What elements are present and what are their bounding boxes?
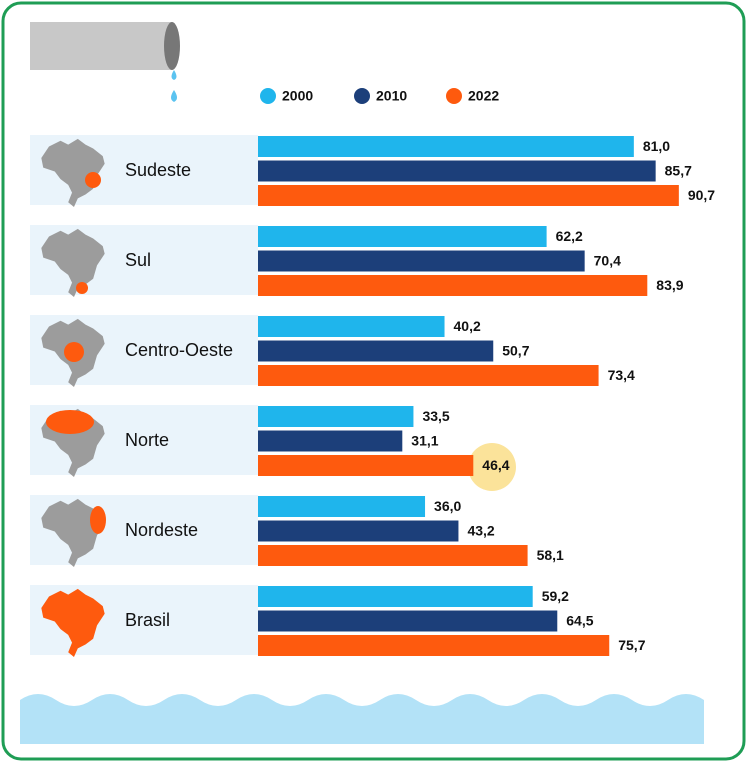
bar: [258, 365, 599, 386]
value-label: 90,7: [688, 187, 715, 203]
bar: [258, 520, 459, 542]
value-label: 58,1: [537, 547, 564, 563]
region-maps: [41, 138, 106, 657]
legend-label: 2022: [468, 88, 499, 104]
category-label: Sul: [125, 250, 151, 270]
legend-swatch: [354, 88, 370, 104]
water: [20, 694, 704, 744]
bar: [258, 275, 648, 296]
bar: [258, 250, 585, 272]
bar: [258, 316, 445, 337]
legend-swatch: [260, 88, 276, 104]
category-label: Norte: [125, 430, 169, 450]
bar: [258, 586, 533, 607]
value-label: 85,7: [665, 163, 692, 179]
value-label: 83,9: [656, 277, 683, 293]
bar: [258, 406, 414, 427]
value-label: 36,0: [434, 498, 461, 514]
legend-label: 2000: [282, 88, 313, 104]
value-label: 31,1: [411, 433, 438, 449]
bar: [258, 430, 403, 452]
bar: [258, 545, 528, 566]
value-label: 33,5: [422, 408, 449, 424]
highlight-circle: [468, 443, 516, 491]
bar: [258, 340, 494, 362]
bar: [258, 496, 426, 517]
bar: [258, 635, 610, 656]
value-label: 50,7: [502, 343, 529, 359]
value-label: 46,4: [482, 457, 509, 473]
value-label: 81,0: [643, 138, 670, 154]
legend-swatch: [446, 88, 462, 104]
pipe: [30, 22, 180, 102]
value-label: 75,7: [618, 637, 645, 653]
bar: [258, 610, 558, 632]
legend-label: 2010: [376, 88, 407, 104]
bar: [258, 226, 547, 247]
category-label: Nordeste: [125, 520, 198, 540]
category-label: Centro-Oeste: [125, 340, 233, 360]
value-label: 43,2: [467, 523, 494, 539]
value-label: 62,2: [556, 228, 583, 244]
bar: [258, 455, 474, 476]
category-label: Brasil: [125, 610, 170, 630]
value-label: 40,2: [454, 318, 481, 334]
category-label: Sudeste: [125, 160, 191, 180]
bar: [258, 185, 679, 206]
value-label: 59,2: [542, 588, 569, 604]
value-label: 70,4: [594, 253, 621, 269]
value-label: 73,4: [608, 367, 635, 383]
bar: [258, 160, 656, 182]
bar: [258, 136, 634, 157]
value-label: 64,5: [566, 613, 593, 629]
